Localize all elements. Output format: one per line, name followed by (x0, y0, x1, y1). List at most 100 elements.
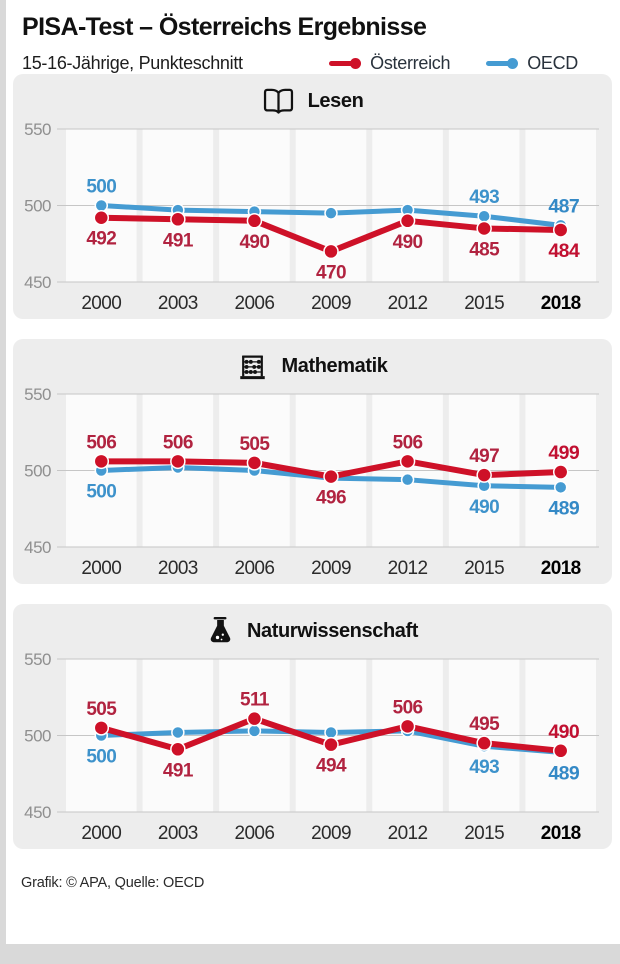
oesterreich-point (246, 711, 263, 727)
y-axis-tick: 500 (24, 727, 51, 746)
chart-card-mathematik: Mathematik 550 500 450 2000 2003 2006 2009 2012… (13, 339, 612, 585)
x-axis-year: 2000 (81, 558, 121, 579)
y-axis-tick: 450 (24, 803, 51, 822)
flask-icon (207, 616, 234, 646)
oecd-point (324, 725, 338, 740)
oesterreich-point (399, 718, 416, 735)
oecd-point (171, 725, 185, 740)
x-axis-year: 2006 (234, 823, 274, 844)
oecd-point (553, 480, 568, 495)
oesterreich-value-label: 506 (393, 698, 423, 719)
x-axis-year: 2018 (541, 558, 581, 579)
y-axis-tick: 550 (24, 385, 51, 404)
chart-card-naturwissenschaft: Naturwissenschaft 550 500 450 2000 2003 2006 2… (13, 604, 612, 850)
oesterreich-point (170, 211, 186, 228)
x-axis-year: 2003 (158, 823, 198, 844)
oesterreich-point (552, 222, 569, 238)
oesterreich-value-label: 505 (239, 434, 270, 455)
x-axis-year: 2006 (234, 558, 274, 579)
oesterreich-point (552, 743, 569, 759)
masthead: PISA-Test – Österreichs Ergebnisse 15-16… (6, 0, 620, 74)
oesterreich-value-label: 506 (393, 433, 423, 454)
oesterreich-value-label: 470 (316, 263, 346, 284)
oesterreich-value-label: 494 (316, 756, 347, 777)
oesterreich-value-label: 492 (86, 229, 116, 250)
oesterreich-point (93, 720, 110, 736)
oecd-value-label: 489 (548, 498, 579, 520)
chart-svg-lesen: 550 500 450 2000 2003 2006 2009 2012 2015 2018 492… (24, 120, 599, 314)
chart-title-mathematik: Mathematik (281, 354, 388, 377)
oesterreich-point (93, 210, 110, 226)
oesterreich-point (552, 464, 569, 481)
oesterreich-value-label: 495 (469, 714, 500, 735)
page-title: PISA-Test – Österreichs Ergebnisse (22, 13, 427, 41)
oesterreich-point (323, 243, 339, 260)
oesterreich-point (170, 453, 186, 470)
chart-svg-naturwissenschaft: 550 500 450 2000 2003 2006 2009 2012 2015 2018 505… (24, 650, 599, 844)
chart-header-naturwissenschaft: Naturwissenschaft (13, 604, 612, 647)
chart-title-lesen: Lesen (307, 89, 364, 112)
x-axis-year: 2012 (388, 823, 428, 844)
oesterreich-point (246, 455, 263, 471)
chart-header-mathematik: Mathematik (13, 339, 612, 382)
subtitle-row: 15-16-Jährige, Punkteschnitt Österreich … (22, 53, 604, 74)
legend: Österreich OECD (329, 53, 578, 74)
oecd-value-label: 493 (469, 187, 499, 208)
chart-card-lesen: Lesen 550 500 450 2000 2003 2006 2009 2012 2015 2… (13, 74, 612, 320)
x-axis-year: 2009 (311, 293, 351, 314)
chart-header-lesen: Lesen (13, 74, 612, 117)
oecd-value-label: 500 (86, 177, 116, 198)
oesterreich-point (399, 213, 416, 229)
y-axis-tick: 500 (24, 462, 51, 481)
oesterreich-value-label: 511 (240, 690, 270, 711)
legend-label-oecd: OECD (527, 53, 578, 74)
chart-title-naturwissenschaft: Naturwissenschaft (246, 619, 419, 642)
oesterreich-value-label: 485 (469, 240, 500, 261)
oecd-value-label: 490 (469, 497, 499, 518)
legend-item-oecd: OECD (486, 53, 578, 74)
x-axis-year: 2003 (158, 558, 198, 579)
oecd-value-label: 500 (86, 482, 116, 503)
oecd-value-label: 487 (548, 196, 579, 218)
oecd-value-label: 500 (86, 747, 116, 768)
oecd-point (247, 724, 262, 738)
y-axis-tick: 550 (24, 650, 51, 669)
x-axis-year: 2000 (81, 823, 121, 844)
x-axis-year: 2000 (81, 293, 121, 314)
oesterreich-value-label: 499 (548, 442, 579, 464)
x-axis-year: 2015 (464, 293, 504, 314)
infographic-page: PISA-Test – Österreichs Ergebnisse 15-16… (6, 0, 620, 944)
x-axis-year: 2003 (158, 293, 198, 314)
oesterreich-value-label: 490 (239, 232, 269, 253)
oesterreich-point (399, 453, 416, 470)
x-axis-year: 2015 (464, 823, 504, 844)
oesterreich-point (323, 737, 339, 753)
x-axis-year: 2012 (388, 293, 428, 314)
legend-item-oesterreich: Österreich (329, 53, 450, 74)
oesterreich-point (476, 467, 492, 484)
abacus-icon (237, 353, 268, 380)
subtitle: 15-16-Jährige, Punkteschnitt (22, 53, 243, 74)
oesterreich-value-label: 491 (163, 761, 194, 782)
oesterreich-line-dot-icon (329, 58, 362, 70)
x-axis-year: 2018 (541, 293, 581, 314)
x-axis-year: 2012 (388, 558, 428, 579)
oesterreich-value-label: 496 (316, 488, 346, 509)
oesterreich-point (476, 220, 492, 237)
oesterreich-value-label: 505 (86, 699, 117, 720)
oesterreich-value-label: 490 (393, 232, 423, 253)
y-axis-tick: 450 (24, 273, 51, 292)
oecd-point (94, 199, 109, 213)
y-axis-tick: 550 (24, 120, 51, 139)
credit-line: Grafik: © APA, Quelle: OECD (21, 875, 205, 892)
oesterreich-point (246, 213, 263, 229)
oesterreich-value-label: 497 (469, 446, 499, 467)
oesterreich-point (323, 469, 339, 485)
book-icon (262, 87, 295, 115)
oecd-line-dot-icon (486, 58, 519, 70)
x-axis-year: 2015 (464, 558, 504, 579)
oesterreich-value-label: 491 (163, 231, 194, 252)
oesterreich-point (476, 735, 492, 752)
oecd-point (324, 206, 338, 221)
x-axis-year: 2018 (541, 823, 581, 844)
